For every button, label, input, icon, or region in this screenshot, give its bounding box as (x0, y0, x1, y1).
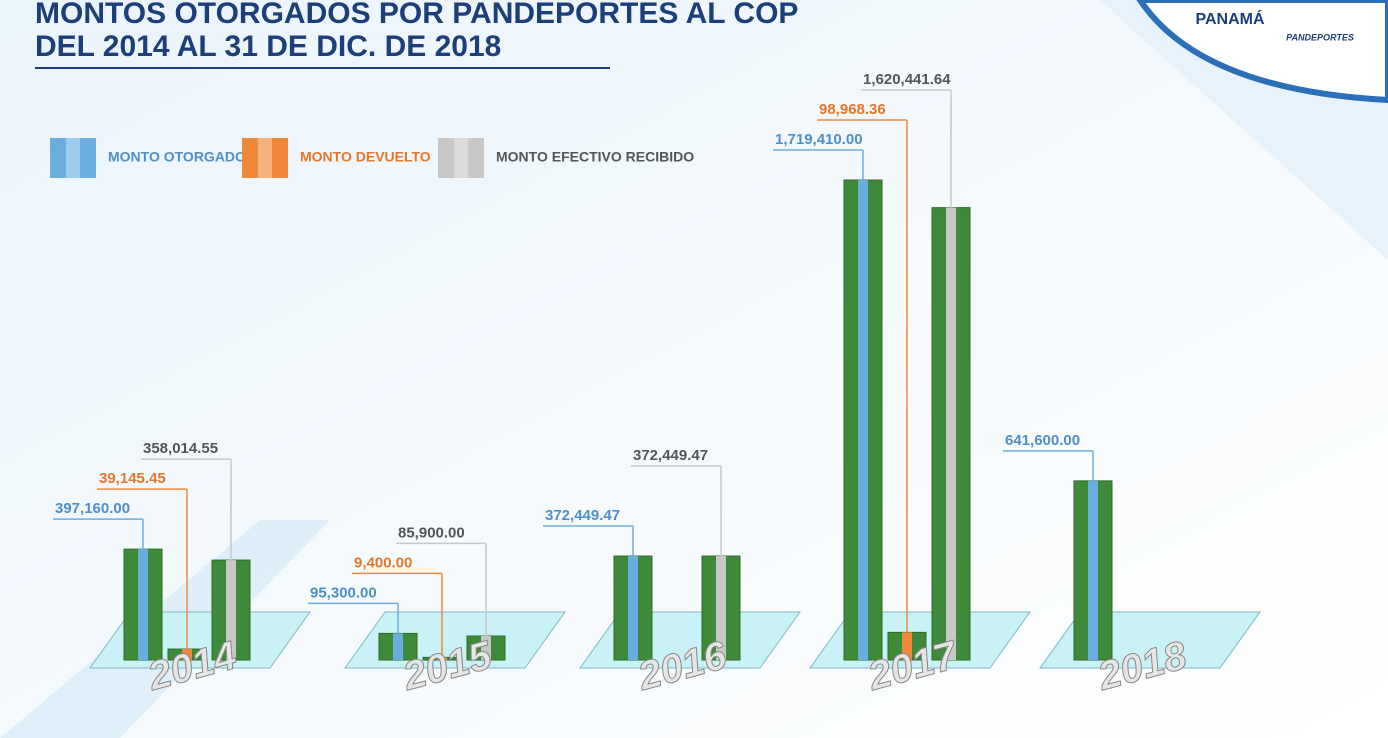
value-label: 85,900.00 (398, 524, 465, 541)
stack-band (138, 549, 148, 660)
legend-swatch-band (454, 138, 468, 178)
legend-label: MONTO EFECTIVO RECIBIDO (496, 149, 694, 165)
value-label: 641,600.00 (1005, 432, 1080, 449)
logo-panel (1136, 0, 1388, 104)
title-line: DEL 2014 AL 31 DE DIC. DE 2018 (35, 30, 501, 63)
stack-band (481, 636, 491, 660)
legend-swatch (242, 138, 288, 178)
value-label: 98,968.36 (819, 101, 886, 118)
logo-text: PANDEPORTES (1286, 32, 1354, 42)
value-label: 397,160.00 (55, 500, 130, 517)
legend-swatch-band (66, 138, 80, 178)
legend-swatch (438, 138, 484, 178)
title-line: MONTOS OTORGADOS POR PANDEPORTES AL COP (35, 0, 798, 30)
stack-band (902, 632, 912, 660)
stack-band (858, 180, 868, 660)
value-label: 1,719,410.00 (775, 131, 863, 148)
stack-band (1088, 480, 1098, 660)
value-label: 39,145.45 (99, 470, 166, 487)
stack-band (182, 649, 192, 660)
stack-band (946, 207, 956, 661)
stack-band (393, 633, 403, 660)
value-label: 1,620,441.64 (863, 71, 951, 88)
legend-label: MONTO DEVUELTO (300, 149, 431, 165)
legend: MONTO OTORGADO MONTO DEVUELTO MONTO EFECTI… (50, 138, 694, 178)
logo-text: PANAMÁ (1195, 9, 1264, 28)
value-label: 9,400.00 (354, 554, 412, 571)
stack-band (437, 657, 447, 660)
stack-band (628, 556, 638, 660)
stack-band (716, 556, 726, 660)
legend-swatch-band (258, 138, 272, 178)
plot: 397,160.0039,145.45358,014.55201495,300.… (53, 71, 1261, 700)
legend-label: MONTO OTORGADO (108, 149, 246, 165)
stack-band (226, 560, 236, 660)
value-label: 372,449.47 (633, 447, 708, 464)
value-label: 372,449.47 (545, 507, 620, 524)
legend-swatch (50, 138, 96, 178)
value-label: 358,014.55 (143, 440, 218, 457)
value-label: 95,300.00 (310, 584, 377, 601)
